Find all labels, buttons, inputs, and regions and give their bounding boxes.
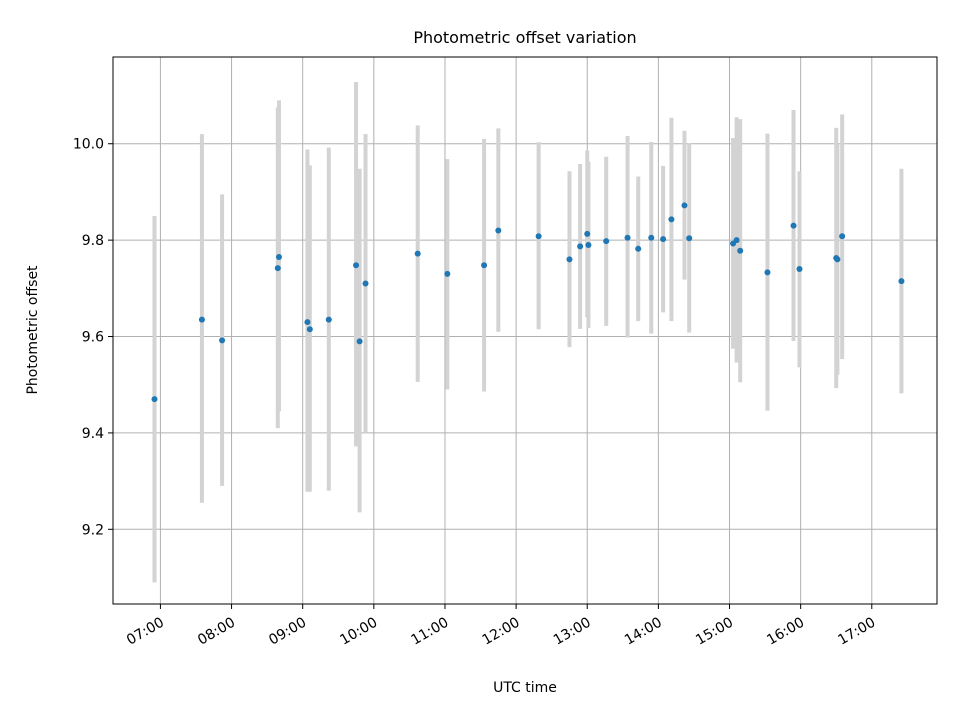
y-axis-label: Photometric offset [25, 265, 41, 395]
data-point [796, 266, 803, 273]
data-point [585, 241, 592, 248]
data-point [325, 316, 332, 323]
data-point [306, 326, 313, 333]
data-point [577, 243, 584, 250]
y-tick-label: 9.8 [82, 233, 104, 249]
data-point [834, 256, 841, 263]
data-point [681, 202, 688, 209]
data-point [790, 222, 797, 229]
data-point [414, 250, 421, 257]
chart-title: Photometric offset variation [413, 28, 636, 47]
data-point [481, 262, 488, 269]
data-point [648, 234, 655, 241]
data-point [733, 237, 740, 244]
data-point [686, 235, 693, 242]
data-point [362, 280, 369, 287]
data-point [898, 278, 905, 285]
data-point [566, 256, 573, 263]
y-tick-label: 10.0 [73, 137, 104, 153]
y-tick-label: 9.2 [82, 522, 104, 538]
data-point [764, 269, 771, 276]
y-tick-label: 9.4 [82, 426, 104, 442]
plot-frame [112, 56, 938, 605]
data-point [603, 238, 610, 245]
data-point [356, 338, 363, 345]
data-point [275, 254, 282, 261]
data-point [304, 319, 311, 326]
data-point [535, 233, 542, 240]
point-layer [151, 202, 905, 403]
data-point [274, 265, 281, 272]
x-axis-label: UTC time [493, 680, 557, 696]
data-point [151, 396, 158, 403]
data-point [353, 262, 360, 269]
data-point [495, 227, 502, 234]
data-point [624, 234, 631, 241]
data-point [635, 245, 642, 252]
y-tick-label: 9.6 [82, 330, 104, 346]
data-point [198, 316, 205, 323]
data-point [444, 270, 451, 277]
data-point [660, 236, 667, 243]
data-point [668, 216, 675, 223]
data-point [839, 233, 846, 240]
data-point [584, 230, 591, 237]
data-point [219, 337, 226, 344]
data-point [737, 247, 744, 254]
